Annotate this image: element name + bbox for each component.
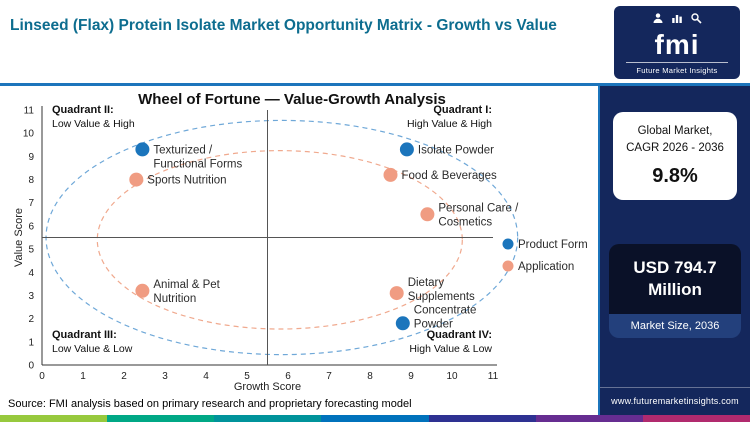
legend-dot	[502, 238, 514, 250]
search-icon	[690, 11, 702, 29]
quadrant-desc: Low Value & High	[52, 118, 135, 130]
point-label: Cosmetics	[438, 216, 492, 228]
brand-color-strip	[0, 415, 750, 422]
brand-strip-segment	[535, 415, 643, 422]
data-point	[129, 172, 144, 187]
x-tick-label: 11	[488, 371, 499, 382]
market-size-value-line1: USD 794.7	[633, 258, 717, 278]
quadrant-desc: Low Value & Low	[52, 343, 133, 355]
sidebar: Global Market, CAGR 2026 - 2036 9.8% USD…	[598, 86, 750, 415]
x-tick-label: 7	[326, 371, 332, 382]
y-tick-label: 1	[28, 337, 34, 348]
logo-brand-text: fmi	[654, 29, 700, 60]
point-label: Food & Beverages	[402, 170, 498, 182]
point-label: Personal Care /	[438, 202, 519, 214]
data-point	[420, 207, 435, 222]
x-tick-label: 8	[367, 371, 373, 382]
data-point	[395, 316, 410, 331]
cagr-card: Global Market, CAGR 2026 - 2036 9.8%	[613, 112, 737, 201]
logo-icons	[652, 11, 702, 29]
point-label: Sports Nutrition	[147, 175, 226, 187]
data-point	[383, 167, 398, 182]
y-tick-label: 3	[28, 291, 34, 302]
quadrant-name: Quadrant I:	[433, 104, 492, 116]
point-label: Functional Forms	[153, 158, 242, 170]
x-tick-label: 2	[121, 371, 127, 382]
website-link[interactable]: www.futuremarketinsights.com	[600, 387, 750, 415]
y-tick-label: 2	[28, 314, 34, 325]
scatter-chart: Wheel of Fortune — Value-Growth Analysis…	[13, 91, 588, 392]
quadrant-name: Quadrant III:	[52, 329, 117, 341]
x-tick-label: 9	[408, 371, 414, 382]
legend-label: Application	[518, 261, 574, 273]
brand-strip-segment	[642, 415, 750, 422]
point-label: Powder	[414, 318, 453, 330]
y-tick-label: 11	[24, 106, 35, 117]
point-label: Dietary	[408, 277, 445, 289]
fmi-logo: fmi Future Market Insights	[614, 6, 740, 80]
logo-divider	[626, 62, 728, 64]
data-point	[399, 142, 414, 157]
point-label: Nutrition	[153, 293, 196, 305]
legend-dot	[502, 260, 514, 272]
cagr-card-line2: CAGR 2026 - 2036	[626, 141, 724, 154]
data-point	[135, 142, 150, 157]
x-tick-label: 4	[203, 371, 209, 382]
y-tick-label: 9	[28, 152, 34, 163]
market-size-value-line2: Million	[648, 280, 702, 300]
main-content: Wheel of Fortune — Value-Growth Analysis…	[0, 86, 750, 415]
y-tick-label: 8	[28, 175, 34, 186]
quadrant-name: Quadrant IV:	[427, 329, 492, 341]
person-icon	[652, 11, 664, 29]
x-tick-label: 6	[285, 371, 291, 382]
header: Linseed (Flax) Protein Isolate Market Op…	[0, 0, 750, 86]
point-label: Animal & Pet	[153, 279, 220, 291]
inner-ellipse	[96, 150, 463, 330]
x-tick-label: 0	[39, 371, 45, 382]
source-note: Source: FMI analysis based on primary re…	[8, 397, 412, 410]
chart-panel: Wheel of Fortune — Value-Growth Analysis…	[0, 86, 598, 415]
y-tick-label: 5	[28, 245, 34, 256]
brand-strip-segment	[107, 415, 215, 422]
quadrant-desc: High Value & Low	[409, 343, 492, 355]
legend-label: Product Form	[518, 239, 588, 251]
x-tick-label: 5	[244, 371, 250, 382]
y-tick-label: 0	[28, 361, 34, 372]
brand-strip-segment	[428, 415, 536, 422]
market-size-value: USD 794.7 Million	[609, 244, 741, 314]
y-tick-label: 10	[23, 129, 35, 140]
brand-strip-segment	[321, 415, 429, 422]
quadrant-desc: High Value & High	[407, 118, 492, 130]
data-point	[135, 283, 150, 298]
x-tick-label: 3	[162, 371, 168, 382]
y-tick-label: 4	[28, 268, 34, 279]
point-label: Concentrate	[414, 304, 477, 316]
point-label: Isolate Powder	[418, 144, 494, 156]
point-label: Supplements	[408, 291, 475, 303]
brand-strip-segment	[0, 415, 108, 422]
x-tick-label: 1	[80, 371, 86, 382]
y-axis-label: Value Score	[13, 208, 25, 267]
cagr-card-line1: Global Market,	[637, 125, 713, 137]
data-point	[389, 286, 404, 301]
cagr-value: 9.8%	[652, 165, 698, 188]
point-label: Texturized /	[153, 144, 213, 156]
chart-title: Wheel of Fortune — Value-Growth Analysis	[138, 91, 446, 108]
brand-strip-segment	[214, 415, 322, 422]
page-title: Linseed (Flax) Protein Isolate Market Op…	[10, 17, 557, 34]
bar-chart-icon	[671, 11, 683, 29]
y-tick-label: 7	[28, 198, 34, 209]
x-axis-label: Growth Score	[234, 381, 301, 392]
y-tick-label: 6	[28, 221, 34, 232]
quadrant-name: Quadrant II:	[52, 104, 114, 116]
logo-tagline: Future Market Insights	[636, 66, 718, 76]
market-size-card: USD 794.7 Million Market Size, 2036	[609, 244, 741, 338]
x-tick-label: 10	[446, 371, 458, 382]
market-size-label: Market Size, 2036	[609, 313, 741, 338]
